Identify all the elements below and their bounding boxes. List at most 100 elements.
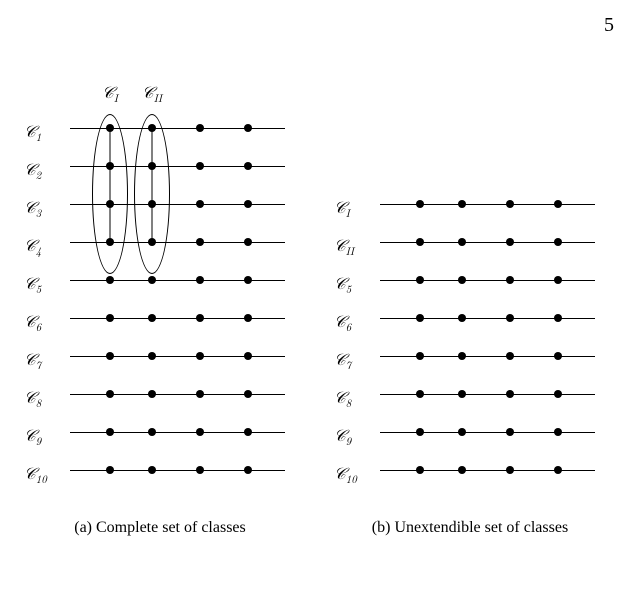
row-dot — [506, 276, 514, 284]
class-row: 𝒞8 — [330, 394, 610, 414]
row-dot — [244, 276, 252, 284]
row-dot — [148, 200, 156, 208]
row-dot — [148, 162, 156, 170]
row-dot — [554, 276, 562, 284]
row-dot — [554, 428, 562, 436]
row-label: 𝒞10 — [24, 461, 47, 487]
row-dot — [148, 276, 156, 284]
row-line — [70, 166, 285, 167]
row-line — [70, 242, 285, 243]
row-dot — [458, 428, 466, 436]
row-dot — [458, 200, 466, 208]
class-row: 𝒞3 — [20, 204, 300, 224]
row-dot — [458, 352, 466, 360]
row-dot — [196, 238, 204, 246]
panel-caption: (a) Complete set of classes — [20, 518, 300, 538]
row-line — [70, 356, 285, 357]
class-row: 𝒞10 — [20, 470, 300, 490]
row-dot — [506, 314, 514, 322]
class-row: 𝒞1 — [20, 128, 300, 148]
row-dot — [244, 314, 252, 322]
row-dot — [196, 390, 204, 398]
row-label: 𝒞4 — [24, 233, 41, 259]
row-dot — [148, 352, 156, 360]
row-line — [70, 204, 285, 205]
panel-caption: (b) Unextendible set of classes — [330, 518, 610, 538]
row-label: 𝒞7 — [24, 347, 41, 373]
row-dot — [416, 390, 424, 398]
row-dot — [244, 238, 252, 246]
row-line — [380, 432, 595, 433]
class-row: 𝒞6 — [20, 318, 300, 338]
row-label: 𝒞1 — [24, 119, 41, 145]
row-label: 𝒞5 — [334, 271, 351, 297]
page-root: 5 𝒞I𝒞II𝒞1𝒞2𝒞3𝒞4𝒞5𝒞6𝒞7𝒞8𝒞9𝒞10(a) Complete… — [0, 0, 640, 599]
row-dot — [196, 428, 204, 436]
row-dot — [506, 390, 514, 398]
row-dot — [106, 314, 114, 322]
row-label: 𝒞I — [334, 195, 350, 221]
row-dot — [554, 466, 562, 474]
row-dot — [506, 238, 514, 246]
row-dot — [244, 124, 252, 132]
row-dot — [244, 200, 252, 208]
row-dot — [458, 276, 466, 284]
row-label: 𝒞6 — [334, 309, 351, 335]
class-row: 𝒞II — [330, 242, 610, 262]
row-dot — [196, 466, 204, 474]
class-row: 𝒞I — [330, 204, 610, 224]
row-dot — [416, 314, 424, 322]
row-dot — [106, 124, 114, 132]
row-dot — [416, 238, 424, 246]
row-line — [380, 318, 595, 319]
row-line — [380, 204, 595, 205]
row-dot — [416, 200, 424, 208]
page-number: 5 — [604, 14, 614, 37]
column-label: 𝒞II — [142, 80, 162, 106]
row-dot — [506, 466, 514, 474]
row-dot — [554, 390, 562, 398]
row-dot — [196, 352, 204, 360]
row-dot — [416, 466, 424, 474]
row-dot — [458, 466, 466, 474]
row-dot — [196, 276, 204, 284]
row-line — [70, 280, 285, 281]
class-row: 𝒞7 — [330, 356, 610, 376]
row-line — [380, 242, 595, 243]
row-dot — [458, 238, 466, 246]
class-row: 𝒞9 — [330, 432, 610, 452]
class-row: 𝒞7 — [20, 356, 300, 376]
row-dot — [458, 390, 466, 398]
row-dot — [554, 200, 562, 208]
row-line — [380, 280, 595, 281]
row-line — [380, 394, 595, 395]
row-dot — [244, 466, 252, 474]
row-dot — [148, 466, 156, 474]
row-dot — [244, 352, 252, 360]
row-dot — [506, 200, 514, 208]
row-dot — [148, 238, 156, 246]
row-dot — [244, 428, 252, 436]
row-label: 𝒞8 — [334, 385, 351, 411]
row-dot — [106, 390, 114, 398]
class-row: 𝒞6 — [330, 318, 610, 338]
row-line — [70, 128, 285, 129]
row-label: 𝒞9 — [24, 423, 41, 449]
row-line — [70, 470, 285, 471]
row-label: 𝒞5 — [24, 271, 41, 297]
row-label: 𝒞9 — [334, 423, 351, 449]
row-label: 𝒞10 — [334, 461, 357, 487]
row-dot — [196, 124, 204, 132]
row-dot — [506, 352, 514, 360]
row-label: 𝒞3 — [24, 195, 41, 221]
row-line — [70, 318, 285, 319]
class-row: 𝒞5 — [330, 280, 610, 300]
row-dot — [106, 466, 114, 474]
class-row: 𝒞9 — [20, 432, 300, 452]
row-label: 𝒞8 — [24, 385, 41, 411]
class-row: 𝒞4 — [20, 242, 300, 262]
row-dot — [106, 428, 114, 436]
row-label: 𝒞7 — [334, 347, 351, 373]
row-dot — [416, 428, 424, 436]
row-line — [70, 394, 285, 395]
